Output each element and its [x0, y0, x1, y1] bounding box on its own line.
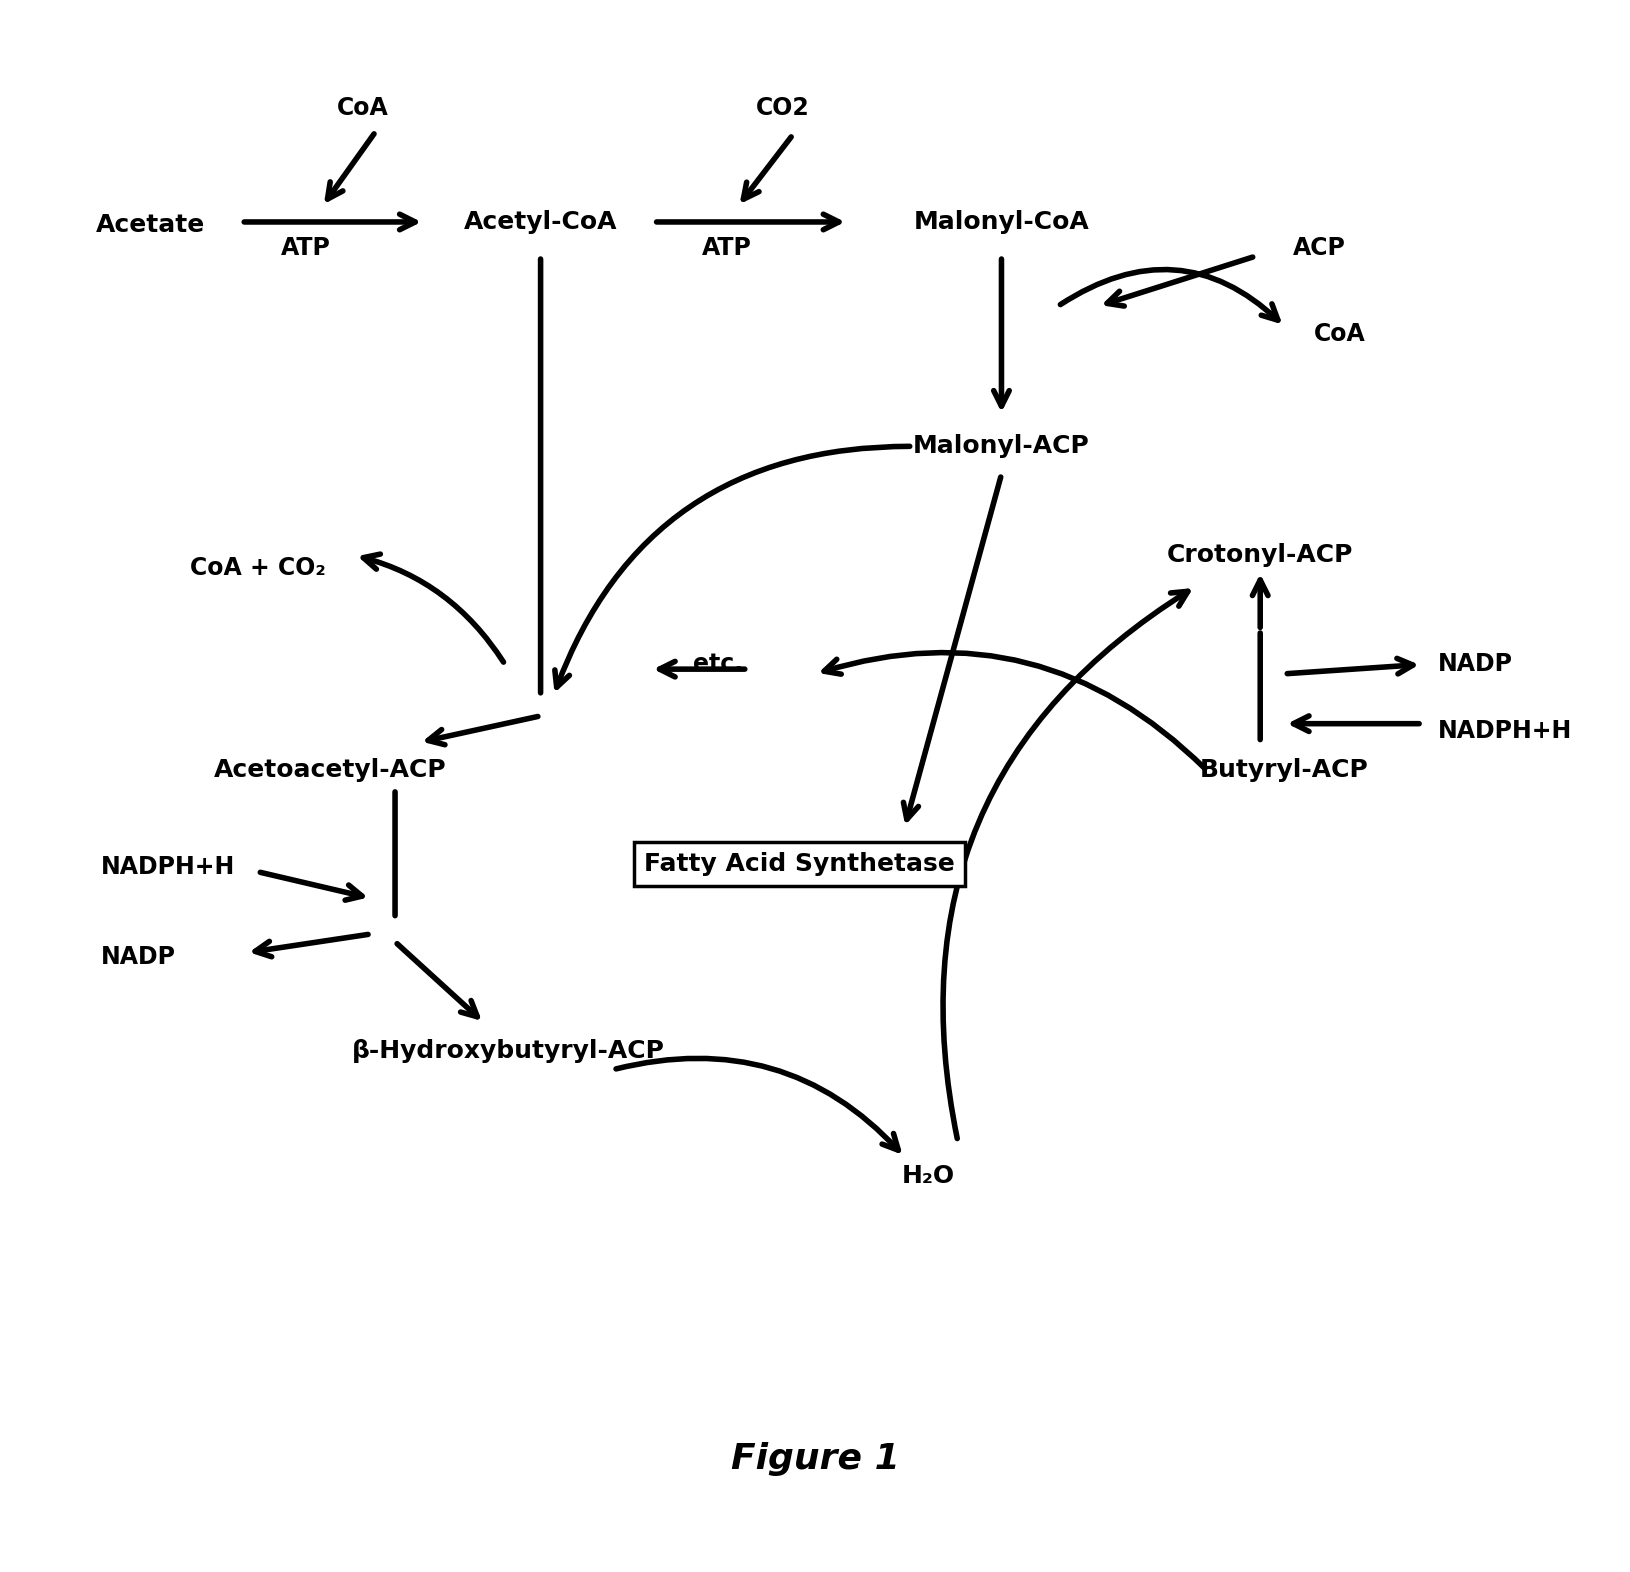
Text: Malonyl-ACP: Malonyl-ACP [913, 434, 1089, 459]
Text: NADP: NADP [101, 945, 176, 970]
Text: CO2: CO2 [756, 96, 810, 119]
Text: etc.: etc. [693, 652, 742, 676]
Text: CoA + CO₂: CoA + CO₂ [808, 844, 944, 868]
Text: Acetyl-CoA: Acetyl-CoA [463, 211, 618, 234]
Text: Butyryl-ACP: Butyryl-ACP [1200, 758, 1368, 783]
Text: CoA: CoA [1312, 322, 1364, 346]
Text: ACP: ACP [1291, 236, 1345, 261]
Text: NADPH+H: NADPH+H [1438, 720, 1571, 744]
Text: CoA + CO₂: CoA + CO₂ [189, 556, 326, 580]
Text: Malonyl-CoA: Malonyl-CoA [913, 211, 1089, 234]
Text: Acetoacetyl-ACP: Acetoacetyl-ACP [214, 758, 447, 783]
Text: CoA: CoA [337, 96, 388, 119]
Text: ATP: ATP [280, 236, 331, 261]
Text: NADPH+H: NADPH+H [101, 855, 235, 879]
Text: Acetate: Acetate [96, 214, 205, 237]
Text: NADP: NADP [1438, 652, 1513, 676]
Text: ATP: ATP [701, 236, 751, 261]
Text: Crotonyl-ACP: Crotonyl-ACP [1167, 544, 1353, 567]
Text: H₂O: H₂O [901, 1163, 955, 1187]
Text: β-Hydroxybutyryl-ACP: β-Hydroxybutyryl-ACP [352, 1039, 665, 1063]
Text: Figure 1: Figure 1 [730, 1442, 900, 1476]
Text: Fatty Acid Synthetase: Fatty Acid Synthetase [644, 852, 954, 876]
